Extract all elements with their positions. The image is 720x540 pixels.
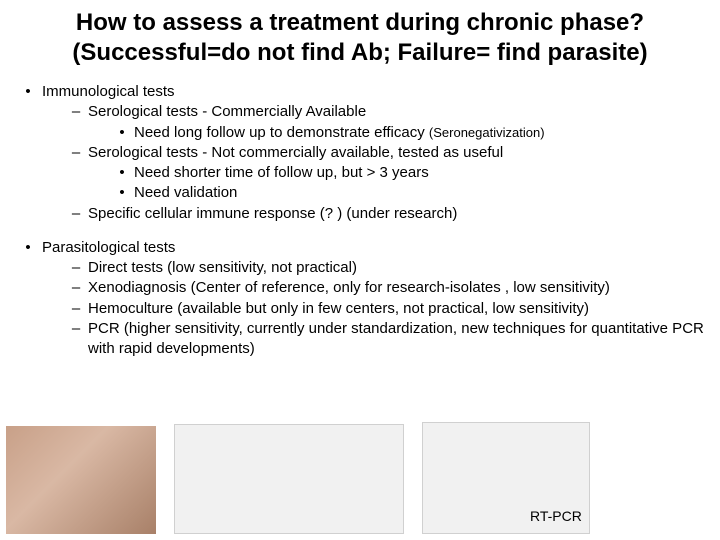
bullet-icon: • (14, 238, 42, 360)
subitem-seroneg: (Seronegativization) (429, 125, 545, 140)
section-immunological: • Immunological tests – Serological test… (14, 82, 706, 224)
image-photo-lab (6, 426, 156, 534)
bullet-icon: • (110, 163, 134, 183)
slide-title: How to assess a treatment during chronic… (14, 8, 706, 68)
dash-icon: – (64, 204, 88, 224)
image-chart-1 (174, 424, 404, 534)
dash-icon: – (64, 299, 88, 319)
dash-icon: – (64, 319, 88, 360)
slide: { "title_fontsize": 24, "body_fontsize":… (0, 0, 720, 540)
title-line-1: How to assess a treatment during chronic… (76, 9, 644, 36)
title-line-2: (Successful=do not find Ab; Failure= fin… (72, 39, 647, 66)
dash-icon: – (64, 102, 88, 143)
item-serological-notcommercial: Serological tests - Not commercially ava… (88, 144, 503, 161)
item-xenodiagnosis: Xenodiagnosis (Center of reference, only… (88, 279, 610, 296)
subitem-need-validation: Need validation (134, 184, 237, 201)
section1-heading: Immunological tests (42, 83, 175, 100)
dash-icon: – (64, 258, 88, 278)
item-serological-commercial: Serological tests - Commercially Availab… (88, 103, 366, 120)
section-parasitological: • Parasitological tests – Direct tests (… (14, 238, 706, 360)
item-direct-tests: Direct tests (low sensitivity, not pract… (88, 259, 357, 276)
item-hemoculture: Hemoculture (available but only in few c… (88, 300, 589, 317)
slide-content: • Immunological tests – Serological test… (14, 82, 706, 359)
rtpcr-label: RT-PCR (530, 508, 582, 524)
dash-icon: – (64, 143, 88, 204)
images-row (6, 422, 590, 534)
subitem-long-followup: Need long follow up to demonstrate effic… (134, 124, 429, 141)
bullet-icon: • (14, 82, 42, 224)
bullet-icon: • (110, 183, 134, 203)
item-cellular-immune: Specific cellular immune response (? ) (… (88, 205, 457, 222)
section2-heading: Parasitological tests (42, 239, 175, 256)
bullet-icon: • (110, 123, 134, 143)
dash-icon: – (64, 278, 88, 298)
item-pcr: PCR (higher sensitivity, currently under… (88, 320, 704, 357)
subitem-shorter-followup: Need shorter time of follow up, but > 3 … (134, 164, 429, 181)
